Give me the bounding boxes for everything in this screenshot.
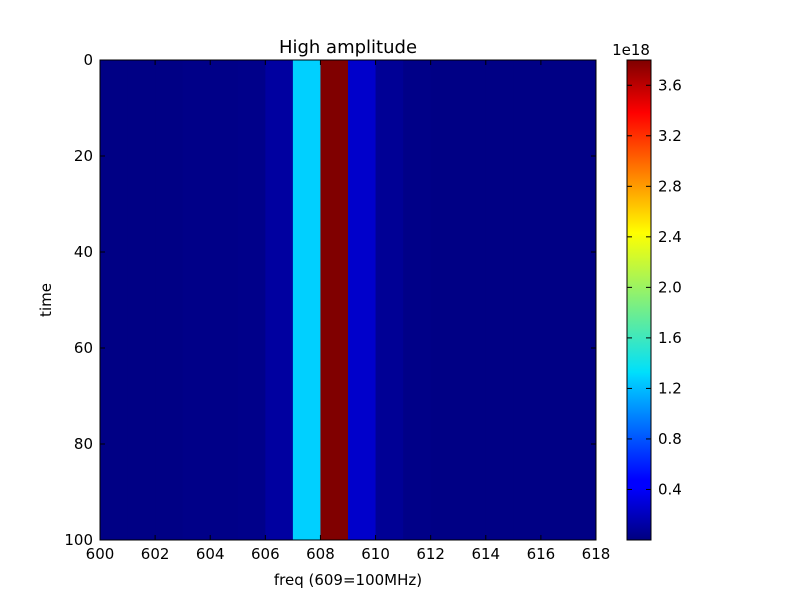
x-tick-label: 612: [416, 545, 445, 563]
heatmap-cell: [292, 60, 321, 540]
y-tick-label: 100: [64, 531, 93, 549]
chart-title: High amplitude: [279, 37, 417, 58]
x-tick-label: 606: [251, 545, 280, 563]
heatmap-cell: [430, 60, 459, 540]
heatmap-cell: [513, 60, 542, 540]
heatmap-cell: [265, 60, 294, 540]
x-tick-label: 610: [361, 545, 390, 563]
y-tick-label: 80: [74, 435, 93, 453]
colorbar-tick-label: 2.4: [658, 228, 682, 246]
heatmap-cell: [568, 60, 597, 540]
x-axis-label: freq (609=100MHz): [274, 571, 422, 589]
colorbar-tick-label: 2.0: [658, 278, 682, 296]
heatmap-cell: [237, 60, 266, 540]
x-tick-label: 618: [582, 545, 611, 563]
y-axis-ticks: 0 20 40 60 80 100: [64, 51, 596, 549]
x-axis-ticks: 600 602 604 606 608 610 612 614 616 618: [86, 60, 611, 563]
y-tick-label: 60: [74, 339, 93, 357]
y-tick-label: 40: [74, 243, 93, 261]
x-tick-label: 600: [86, 545, 115, 563]
x-tick-label: 602: [141, 545, 170, 563]
colorbar-tick-label: 1.6: [658, 329, 682, 347]
colorbar-tick-label: 2.8: [658, 177, 682, 195]
colorbar-tick-label: 3.2: [658, 127, 682, 145]
heatmap-cell: [348, 60, 377, 540]
colorbar-tick-label: 3.6: [658, 76, 682, 94]
heatmap-cell: [127, 60, 156, 540]
heatmap-cell: [403, 60, 432, 540]
y-axis-label: time: [37, 283, 55, 317]
x-tick-label: 616: [527, 545, 556, 563]
x-tick-label: 608: [306, 545, 335, 563]
heatmap-cell: [155, 60, 184, 540]
heatmap-cell: [540, 60, 569, 540]
heatmap-cell: [375, 60, 404, 540]
heatmap-cell: [320, 60, 349, 540]
colorbar-tick-label: 1.2: [658, 379, 682, 397]
heatmap-cell: [485, 60, 514, 540]
heatmap-cell: [458, 60, 487, 540]
colorbar-exponent: 1e18: [612, 41, 650, 59]
y-tick-label: 20: [74, 147, 93, 165]
x-tick-label: 614: [471, 545, 500, 563]
y-tick-label: 0: [83, 51, 93, 69]
colorbar-tick-label: 0.4: [658, 480, 682, 498]
heatmap-cell: [100, 60, 129, 540]
colorbar-ticks: 0.4 0.8 1.2 1.6 2.0 2.4 2.8 3.2 3.6: [627, 76, 682, 498]
heatmap-cell: [182, 60, 211, 540]
heatmap-cells: [100, 60, 597, 540]
x-tick-label: 604: [196, 545, 225, 563]
colorbar-tick-label: 0.8: [658, 430, 682, 448]
colorbar: [626, 59, 652, 541]
plot-frame: [99, 59, 597, 541]
heatmap-cell: [210, 60, 239, 540]
